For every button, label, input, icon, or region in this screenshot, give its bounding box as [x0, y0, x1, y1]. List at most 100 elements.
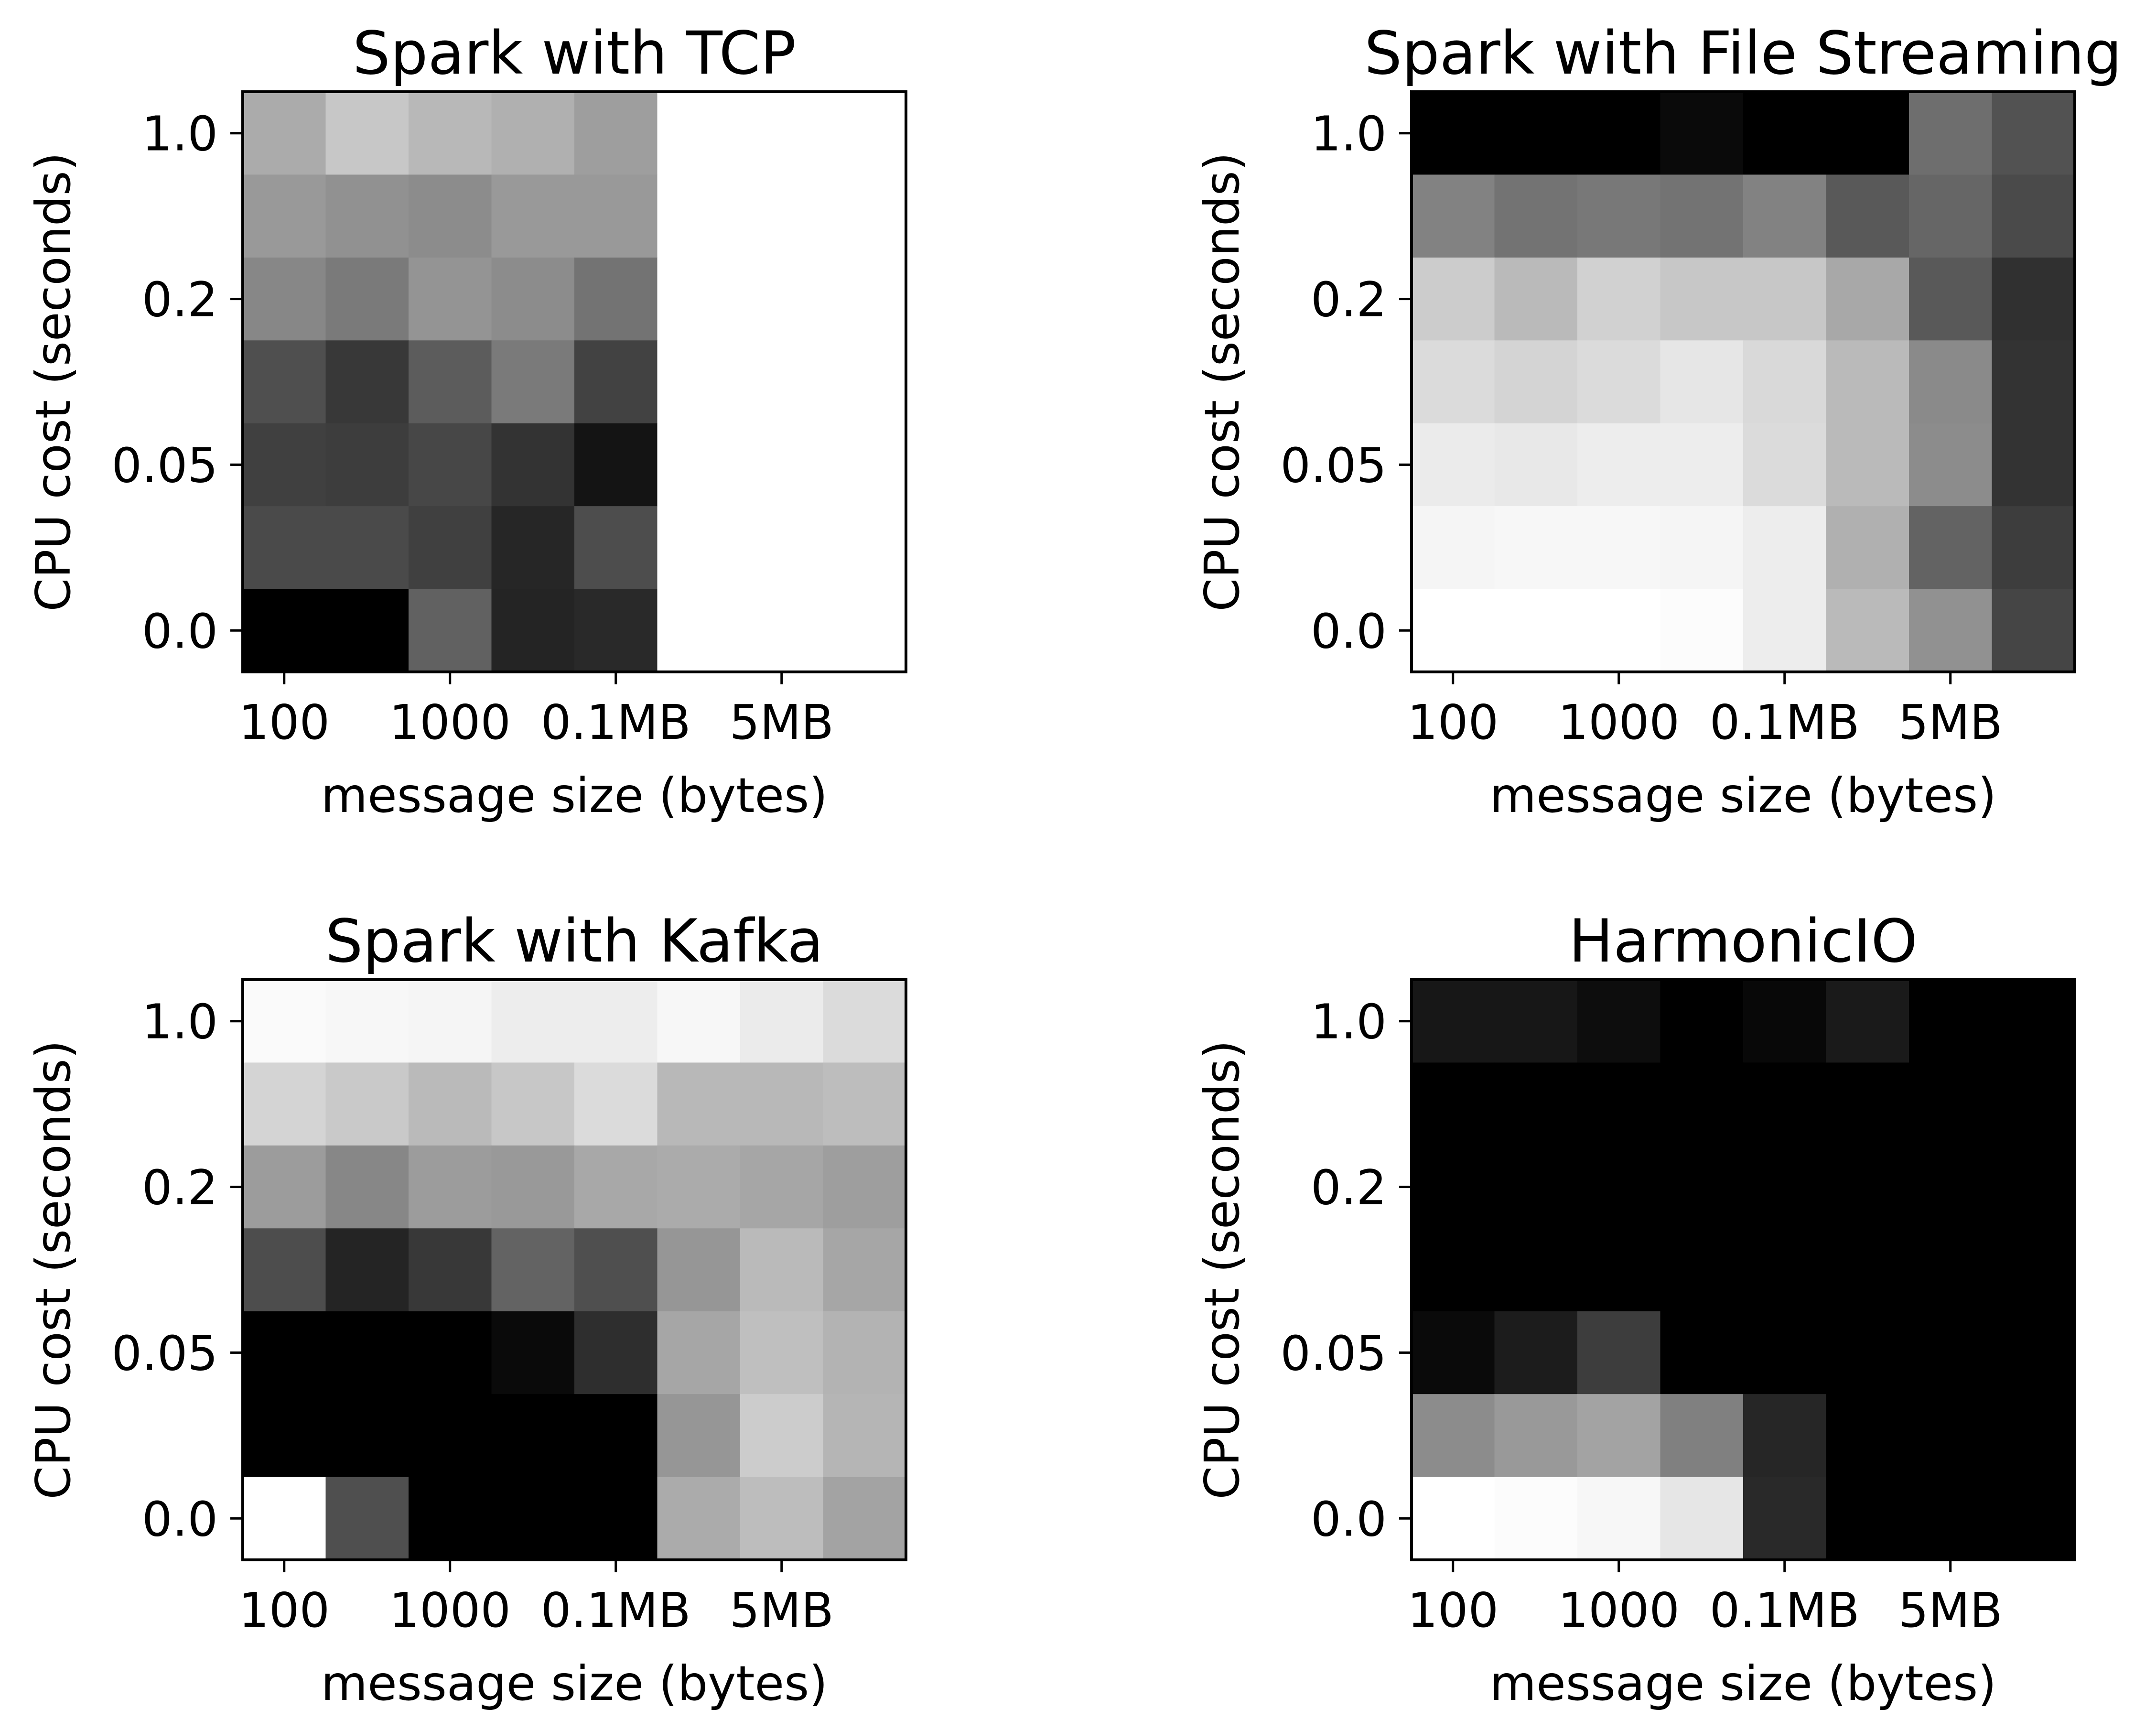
heatmap-cell	[740, 92, 824, 175]
heatmap-cell	[823, 1228, 906, 1312]
heatmap-cell	[491, 340, 575, 424]
heatmap-cell	[325, 174, 409, 258]
heatmap-cell	[823, 1311, 906, 1395]
heatmap-cell	[823, 174, 906, 258]
x-tick-label: 1000	[1558, 694, 1680, 750]
heatmap-cell	[1992, 257, 2075, 341]
heatmap-cell	[1494, 980, 1578, 1063]
heatmap-cell	[1412, 1145, 1495, 1229]
heatmap-cell	[1826, 1228, 1909, 1312]
heatmap-cell	[1412, 423, 1495, 507]
heatmap-cell	[1412, 174, 1495, 258]
heatmap-cell	[1826, 1477, 1909, 1560]
heatmap-cell	[1909, 92, 1993, 175]
heatmap-cell	[823, 1062, 906, 1146]
y-axis-label: CPU cost (seconds)	[1194, 152, 1250, 611]
heatmap-cell	[1826, 1145, 1909, 1229]
heatmap-cell	[243, 1311, 326, 1395]
heatmap-cell	[1412, 506, 1495, 590]
heatmap-cell	[823, 257, 906, 341]
heatmap-cell	[1660, 589, 1744, 672]
heatmap-cell	[1660, 506, 1744, 590]
heatmap-cell	[409, 92, 492, 175]
heatmap-cell	[1992, 92, 2075, 175]
heatmap-cell	[1494, 1477, 1578, 1560]
heatmap-cell	[1660, 340, 1744, 424]
heatmap-cell	[574, 174, 658, 258]
heatmap-cell	[1826, 92, 1909, 175]
heatmap-cell	[1494, 1145, 1578, 1229]
heatmap-cell	[657, 257, 741, 341]
heatmap-cell	[1909, 589, 1993, 672]
chart-title: Spark with TCP	[353, 19, 796, 88]
heatmap-cell	[1577, 1311, 1661, 1395]
heatmap-cell	[491, 1145, 575, 1229]
heatmap-cell	[1494, 1311, 1578, 1395]
heatmap-cell	[574, 423, 658, 507]
heatmap-cell	[243, 257, 326, 341]
y-tick-label: 1.0	[142, 994, 218, 1050]
heatmap-cell	[325, 340, 409, 424]
heatmap-cell	[409, 1145, 492, 1229]
heatmap-cell	[325, 980, 409, 1063]
y-tick-label: 0.05	[1280, 437, 1387, 493]
heatmap-cell	[1660, 1228, 1744, 1312]
x-axis-label: message size (bytes)	[321, 768, 828, 823]
x-tick-label: 5MB	[729, 1582, 834, 1638]
heatmap-cell	[1743, 423, 1827, 507]
heatmap-cell	[1826, 174, 1909, 258]
y-tick-label: 1.0	[1311, 994, 1387, 1050]
heatmap-cell	[574, 92, 658, 175]
heatmap-cell	[409, 423, 492, 507]
heatmap-cell	[1577, 1477, 1661, 1560]
heatmap-cell	[1909, 980, 1993, 1063]
heatmap-cell	[823, 980, 906, 1063]
heatmap-cell	[574, 1062, 658, 1146]
heatmap-cell	[574, 980, 658, 1063]
heatmap-cell	[491, 1477, 575, 1560]
heatmap-cell	[1992, 423, 2075, 507]
heatmap-cell	[1992, 1062, 2075, 1146]
heatmap-cell	[657, 1228, 741, 1312]
heatmap-cell	[823, 340, 906, 424]
heatmap-cell	[740, 980, 824, 1063]
heatmap-cell	[574, 1145, 658, 1229]
heatmap-cell	[657, 1062, 741, 1146]
y-axis-label: CPU cost (seconds)	[25, 1040, 81, 1499]
heatmap-cell	[740, 1228, 824, 1312]
heatmap-cell	[1909, 257, 1993, 341]
heatmap-cell	[657, 92, 741, 175]
heatmap-cell	[740, 1477, 824, 1560]
heatmap-cell	[1743, 1394, 1827, 1478]
heatmap-cell	[823, 589, 906, 672]
heatmap-cell	[1992, 1394, 2075, 1478]
heatmap-cell	[1660, 257, 1744, 341]
heatmap-cell	[740, 506, 824, 590]
heatmap-panel: Spark with File Streaming 100 1000 0.1MB 5MB…	[1194, 19, 2122, 823]
heatmap-cell	[1412, 1477, 1495, 1560]
x-axis-label: message size (bytes)	[1490, 1655, 1996, 1711]
heatmap-cell	[1909, 1311, 1993, 1395]
heatmap-cell	[1992, 1228, 2075, 1312]
heatmap-cell	[1743, 980, 1827, 1063]
heatmap-cell	[1494, 340, 1578, 424]
heatmap-cell	[1826, 1062, 1909, 1146]
heatmap-cell	[1909, 1394, 1993, 1478]
heatmap-cell	[657, 980, 741, 1063]
heatmap-cell	[1660, 1477, 1744, 1560]
heatmap-cell	[1992, 1477, 2075, 1560]
heatmap-cell	[1577, 174, 1661, 258]
heatmap-cell	[1577, 92, 1661, 175]
heatmap-cell	[1743, 589, 1827, 672]
x-tick-label: 0.1MB	[541, 1582, 691, 1638]
heatmap-cell	[574, 257, 658, 341]
heatmap-cell	[1412, 1228, 1495, 1312]
heatmap-cell	[657, 1394, 741, 1478]
chart-title: HarmonicIO	[1569, 907, 1918, 976]
x-tick-label: 5MB	[1898, 694, 2003, 750]
heatmap-cell	[325, 1394, 409, 1478]
heatmap-cell	[491, 980, 575, 1063]
heatmap-cell	[1494, 1228, 1578, 1312]
heatmap-cell	[409, 506, 492, 590]
heatmap-cell	[1577, 589, 1661, 672]
